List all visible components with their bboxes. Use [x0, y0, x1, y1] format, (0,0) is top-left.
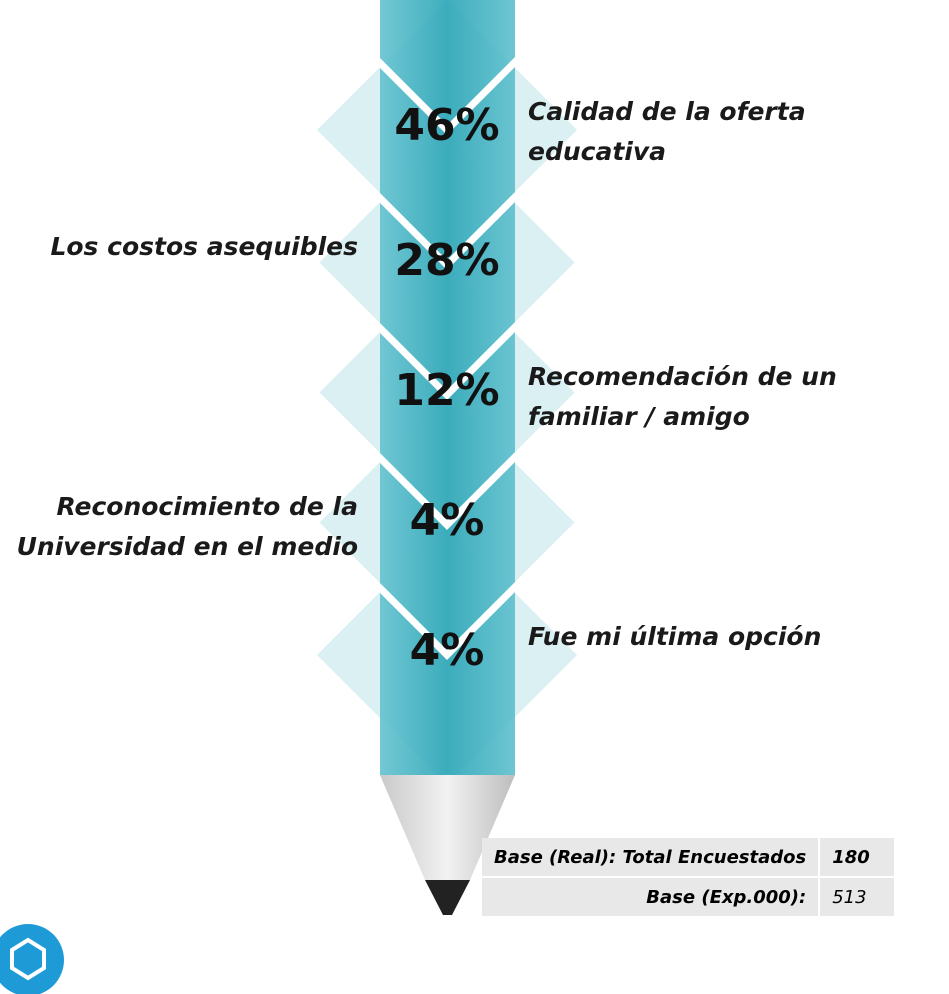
item-label: Recomendación de un familiar / amigo [528, 357, 858, 437]
pencil-tip [425, 880, 470, 915]
logo [0, 924, 64, 994]
infographic: Base (Real): Total Encuestados180 Base (… [0, 0, 949, 994]
table-value: 180 [819, 838, 894, 877]
percent-label: 4% [377, 625, 517, 676]
percent-label: 12% [377, 365, 517, 416]
item-label: Reconocimiento de la Universidad en el m… [0, 487, 358, 567]
item-label: Fue mi última opción [528, 617, 858, 657]
table-label: Base (Real): Total Encuestados [482, 838, 819, 877]
item-label: Calidad de la oferta educativa [528, 92, 858, 172]
percent-label: 46% [377, 100, 517, 151]
table-value: 513 [819, 877, 894, 917]
percent-label: 28% [377, 235, 517, 286]
table-label: Base (Exp.000): [482, 877, 819, 917]
item-label: Los costos asequibles [0, 227, 358, 267]
percent-label: 4% [377, 495, 517, 546]
